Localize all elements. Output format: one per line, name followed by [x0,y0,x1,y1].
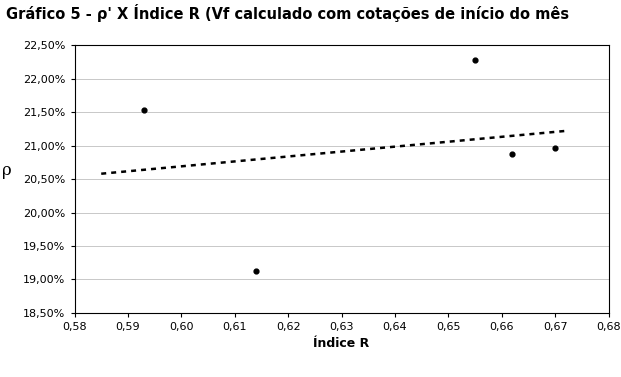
Point [507,151,517,157]
Point [470,57,480,63]
Y-axis label: ρ: ρ [2,162,11,179]
X-axis label: Índice R: Índice R [314,337,369,351]
Text: Gráfico 5 - ρ' X Índice R (Vf calculado com cotações de início do mês: Gráfico 5 - ρ' X Índice R (Vf calculado … [6,4,569,22]
Point [139,107,149,113]
Point [251,268,261,274]
Point [550,145,560,151]
